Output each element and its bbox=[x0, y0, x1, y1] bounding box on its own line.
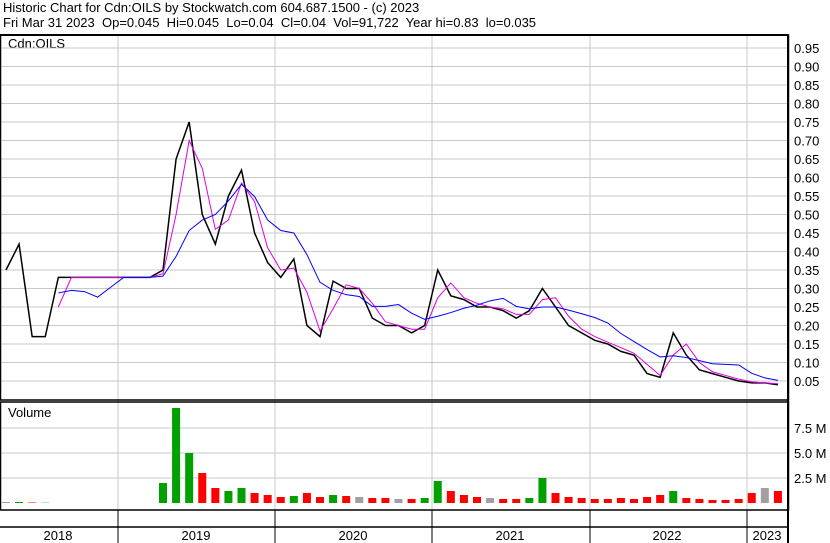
y-tick-label: 0.55 bbox=[794, 189, 819, 204]
chart-title: Historic Chart for Cdn:OILS by Stockwatc… bbox=[3, 0, 420, 15]
volume-bar bbox=[302, 493, 311, 503]
volume-bar bbox=[381, 498, 390, 503]
volume-bar bbox=[15, 502, 24, 503]
price-line bbox=[5, 121, 779, 386]
volume-bar bbox=[551, 493, 560, 503]
volume-bar bbox=[198, 473, 207, 503]
volume-bar bbox=[512, 499, 521, 503]
y-tick-label: 0.15 bbox=[794, 337, 819, 352]
volume-bar bbox=[773, 491, 782, 503]
volume-bar bbox=[486, 498, 495, 503]
volume-bar bbox=[355, 497, 364, 503]
y-tick-label: 0.90 bbox=[794, 60, 819, 75]
volume-bar bbox=[407, 499, 416, 503]
volume-bar bbox=[172, 408, 181, 503]
volume-bar bbox=[721, 500, 730, 503]
y-tick-label: 0.40 bbox=[794, 245, 819, 260]
y-tick-label: 0.50 bbox=[794, 208, 819, 223]
y-tick-label: 0.75 bbox=[794, 115, 819, 130]
y-tick-label: 0.80 bbox=[794, 97, 819, 112]
volume-bar bbox=[329, 495, 338, 503]
moving-average-short bbox=[57, 138, 778, 385]
volume-bar bbox=[525, 498, 534, 503]
moving-average-long bbox=[58, 183, 779, 381]
y-tick-label: 0.20 bbox=[794, 319, 819, 334]
price-panel-label: Cdn:OILS bbox=[8, 36, 65, 51]
volume-bar bbox=[316, 497, 324, 503]
y-tick-label: 0.30 bbox=[794, 282, 819, 297]
volume-bar bbox=[616, 498, 625, 503]
y-tick-label: 0.05 bbox=[794, 374, 819, 389]
volume-bar bbox=[577, 498, 586, 503]
volume-bar bbox=[211, 488, 220, 503]
y-tick-label: 0.35 bbox=[794, 263, 819, 278]
volume-bar bbox=[656, 495, 665, 503]
volume-bar bbox=[237, 488, 246, 503]
x-year-label: 2023 bbox=[753, 528, 782, 543]
volume-bar bbox=[446, 491, 455, 503]
y-tick-label: 0.25 bbox=[794, 300, 819, 315]
volume-panel-label: Volume bbox=[8, 405, 51, 420]
volume-bar bbox=[250, 493, 259, 503]
y-tick-label: 0.45 bbox=[794, 226, 819, 241]
volume-bar bbox=[473, 497, 481, 503]
y-tick-label: 0.95 bbox=[794, 41, 819, 56]
volume-bar bbox=[459, 495, 468, 503]
volume-bar bbox=[734, 499, 743, 503]
x-year-label: 2020 bbox=[339, 528, 368, 543]
volume-bar bbox=[747, 493, 756, 503]
y-tick-label: 0.70 bbox=[794, 134, 819, 149]
volume-tick-label: 7.5 M bbox=[794, 421, 827, 436]
volume-bar bbox=[41, 502, 50, 503]
volume-bar bbox=[394, 499, 403, 503]
volume-tick-label: 5.0 M bbox=[794, 446, 827, 461]
volume-bar bbox=[708, 500, 717, 503]
volume-bar bbox=[669, 491, 678, 503]
x-year-label: 2022 bbox=[653, 528, 682, 543]
y-tick-label: 0.10 bbox=[794, 356, 819, 371]
volume-bar bbox=[564, 497, 573, 503]
volume-bar bbox=[263, 495, 272, 503]
volume-bar bbox=[538, 478, 547, 503]
volume-bar bbox=[643, 497, 652, 503]
volume-bar bbox=[159, 483, 167, 503]
volume-bar bbox=[368, 498, 377, 503]
volume-bar bbox=[28, 502, 37, 503]
volume-bar bbox=[276, 497, 285, 503]
volume-bar bbox=[603, 499, 612, 503]
volume-bar bbox=[682, 498, 691, 503]
volume-bar bbox=[760, 488, 769, 503]
volume-bar bbox=[590, 499, 599, 503]
volume-bar bbox=[289, 496, 298, 503]
volume-bar bbox=[695, 499, 704, 503]
y-tick-label: 0.60 bbox=[794, 171, 819, 186]
volume-bar bbox=[224, 491, 233, 503]
volume-bar bbox=[420, 498, 429, 503]
y-tick-label: 0.65 bbox=[794, 152, 819, 167]
x-year-label: 2021 bbox=[496, 528, 525, 543]
volume-bar bbox=[185, 453, 194, 503]
volume-tick-label: 2.5 M bbox=[794, 471, 827, 486]
volume-bar bbox=[630, 499, 638, 503]
volume-bar bbox=[2, 502, 10, 503]
x-year-label: 2019 bbox=[182, 528, 211, 543]
volume-bar bbox=[499, 499, 508, 503]
quote-summary: Fri Mar 31 2023 Op=0.045 Hi=0.045 Lo=0.0… bbox=[3, 15, 537, 30]
volume-bar bbox=[433, 481, 442, 503]
y-tick-label: 0.85 bbox=[794, 78, 819, 93]
x-year-label: 2018 bbox=[44, 528, 73, 543]
volume-bar bbox=[342, 496, 351, 503]
